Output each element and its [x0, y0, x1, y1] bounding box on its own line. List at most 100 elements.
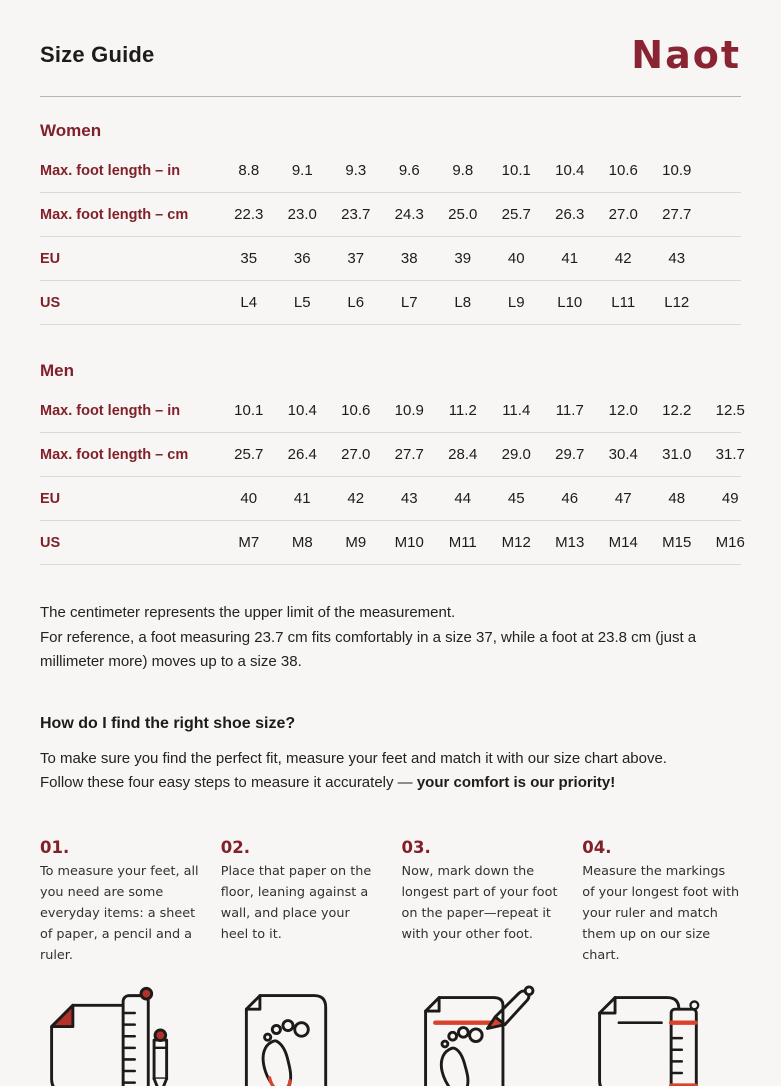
note-line-1: The centimeter represents the upper limi… [40, 604, 456, 621]
size-value: 23.0 [287, 206, 317, 223]
note-line-2: For reference, a foot measuring 23.7 cm … [40, 628, 697, 671]
size-value: 10.4 [555, 162, 585, 179]
step-number: 01. [40, 837, 70, 857]
step-icons [40, 984, 741, 1086]
size-value: 25.7 [234, 446, 264, 463]
step-description: Now, mark down the longest part of your … [401, 863, 558, 942]
table-row: EU 35 36 37 38 39 40 41 42 43 [40, 237, 741, 281]
size-value: M8 [291, 534, 313, 551]
size-value: 41 [293, 490, 311, 507]
size-value: L4 [240, 294, 258, 311]
size-value: 41 [561, 250, 579, 267]
size-value: 27.0 [608, 206, 638, 223]
paper-heel-footprint-icon [244, 993, 327, 1086]
size-value: 12.2 [662, 402, 692, 419]
size-value: 47 [614, 490, 632, 507]
size-value: 40 [240, 490, 258, 507]
size-value: 42 [614, 250, 632, 267]
measurement-steps: 01. To measure your feet, all you need ar… [40, 838, 741, 966]
size-value: 49 [721, 490, 739, 507]
pencil-marking-footprint-icon [423, 984, 534, 1086]
size-value: 10.1 [234, 402, 264, 419]
size-value: 44 [454, 490, 472, 507]
size-value: M16 [715, 534, 745, 551]
row-label: US [40, 294, 61, 311]
header: Size Guide Naot [40, 0, 741, 74]
size-value: 29.0 [501, 446, 531, 463]
size-value: L5 [293, 294, 311, 311]
naot-logo[interactable]: Naot [631, 33, 741, 77]
size-value: 12.5 [715, 402, 745, 419]
row-label: Max. foot length – in [40, 162, 181, 179]
step-4: 04. Measure the markings of your longest … [582, 838, 741, 966]
step-1: 01. To measure your feet, all you need ar… [40, 838, 199, 966]
size-value: 10.9 [394, 402, 424, 419]
size-value: 25.0 [448, 206, 478, 223]
size-value: 10.6 [608, 162, 638, 179]
step-description: Measure the markings of your longest foo… [582, 863, 740, 963]
size-value: 42 [347, 490, 365, 507]
step-description: To measure your feet, all you need are s… [40, 863, 199, 963]
size-value: 23.7 [341, 206, 371, 223]
step-4-icon-cell [582, 984, 741, 1086]
page-title: Size Guide [40, 42, 155, 67]
size-value: 30.4 [608, 446, 638, 463]
size-value: M13 [555, 534, 585, 551]
size-value: 39 [454, 250, 472, 267]
size-value: 22.3 [234, 206, 264, 223]
size-value: 36 [293, 250, 311, 267]
table-row: Max. foot length – in 10.1 10.4 10.6 10.9 11.… [40, 389, 745, 433]
section-heading-women: Women [40, 121, 102, 140]
size-table-men: Men Max. foot length – in 10.1 10.4 10.6 10.… [40, 361, 745, 565]
size-value: 10.4 [287, 402, 317, 419]
size-value: 10.1 [501, 162, 531, 179]
size-value: 31.0 [662, 446, 692, 463]
size-value: L10 [557, 294, 583, 311]
howto-heading: How do I find the right shoe size? [40, 714, 296, 732]
step-2: 02. Place that paper on the floor, leanin… [221, 838, 380, 966]
size-value: 35 [240, 250, 258, 267]
size-value: 10.6 [341, 402, 371, 419]
women-size-rows: Max. foot length – in 8.8 9.1 9.3 9.6 9.8 10.1… [40, 149, 741, 325]
size-value: 9.6 [398, 162, 420, 179]
size-value: L11 [611, 294, 636, 311]
size-value: 26.3 [555, 206, 585, 223]
header-divider [40, 96, 741, 97]
size-value: 27.0 [341, 446, 371, 463]
row-label: EU [40, 250, 61, 267]
size-value: M15 [662, 534, 692, 551]
size-value: M14 [608, 534, 638, 551]
size-value: 38 [400, 250, 418, 267]
size-value: L9 [507, 294, 525, 311]
size-value: 24.3 [394, 206, 424, 223]
size-value: M7 [238, 534, 260, 551]
size-value: 45 [507, 490, 525, 507]
size-value: 9.1 [291, 162, 313, 179]
size-value: 8.8 [238, 162, 260, 179]
size-value: 28.4 [448, 446, 478, 463]
step-number: 02. [220, 837, 250, 857]
size-value: L12 [664, 294, 690, 311]
step-description: Place that paper on the floor, leaning a… [220, 863, 372, 942]
size-value: 48 [668, 490, 686, 507]
size-value: 10.9 [662, 162, 692, 179]
table-row: US M7 M8 M9 M10 M11 M12 M13 M14 M15 M16 [40, 521, 745, 565]
size-value: 29.7 [555, 446, 585, 463]
size-value: M9 [345, 534, 367, 551]
size-value: L7 [400, 294, 418, 311]
step-number: 03. [401, 837, 431, 857]
step-number: 04. [582, 837, 612, 857]
size-value: 9.3 [345, 162, 367, 179]
section-heading-men: Men [40, 361, 74, 380]
size-value: 27.7 [394, 446, 424, 463]
size-value: 27.7 [662, 206, 692, 223]
table-row: Max. foot length – cm 25.7 26.4 27.0 27.7 28.… [40, 433, 745, 477]
size-value: 11.4 [502, 402, 531, 419]
size-value: M11 [448, 534, 477, 551]
size-value: 11.2 [448, 402, 477, 419]
size-value: L6 [347, 294, 365, 311]
howto-intro-text: To make sure you find the perfect fit, m… [40, 749, 667, 792]
size-value: 12.0 [608, 402, 638, 419]
step-2-icon-cell [221, 984, 380, 1086]
